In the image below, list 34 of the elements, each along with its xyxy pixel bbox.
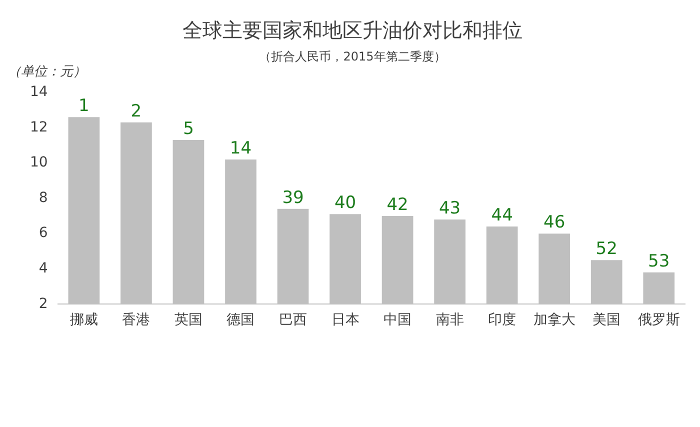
- x-tick-label: 巴西: [279, 312, 308, 328]
- chart-title: 全球主要国家和地区升油价对比和排位: [182, 18, 522, 42]
- annotation: 14: [230, 138, 252, 158]
- annotation: 46: [544, 212, 566, 233]
- annotation: 44: [491, 205, 513, 226]
- chart-subtitle: （折合人民币，2015年第二季度）: [259, 49, 446, 64]
- y-tick-label: 10: [30, 154, 48, 171]
- x-tick-label: 美国: [592, 312, 621, 328]
- annotation: 1: [78, 96, 90, 116]
- x-tick-label: 德国: [226, 312, 255, 328]
- y-tick-label: 12: [30, 119, 48, 136]
- y-tick-label: 2: [38, 296, 48, 312]
- x-tick-label: 挪威: [70, 312, 98, 328]
- x-tick-label: 英国: [174, 312, 202, 328]
- y-tick-label: 4: [38, 260, 48, 277]
- x-tick-label: 南非: [436, 312, 464, 328]
- y-tick-label: 6: [38, 225, 48, 242]
- annotation: 52: [596, 238, 618, 259]
- x-tick-label: 俄罗斯: [638, 312, 680, 328]
- x-tick-label: 香港: [122, 312, 150, 328]
- annotation: 40: [334, 193, 356, 214]
- x-tick-label: 中国: [384, 312, 412, 328]
- y-tick-label: 14: [30, 84, 48, 100]
- x-tick-label: 印度: [488, 312, 516, 328]
- y-axis-title: （单位：元）: [8, 64, 86, 80]
- annotation: 2: [130, 101, 142, 122]
- x-tick-label: 日本: [331, 312, 360, 328]
- annotation: 42: [386, 194, 408, 215]
- annotation: 39: [282, 188, 304, 208]
- y-tick-label: 8: [38, 190, 48, 206]
- annotation: 43: [438, 198, 461, 218]
- x-tick-label: 加拿大: [533, 312, 576, 328]
- annotation: 53: [648, 251, 670, 272]
- annotation: 5: [183, 118, 194, 139]
